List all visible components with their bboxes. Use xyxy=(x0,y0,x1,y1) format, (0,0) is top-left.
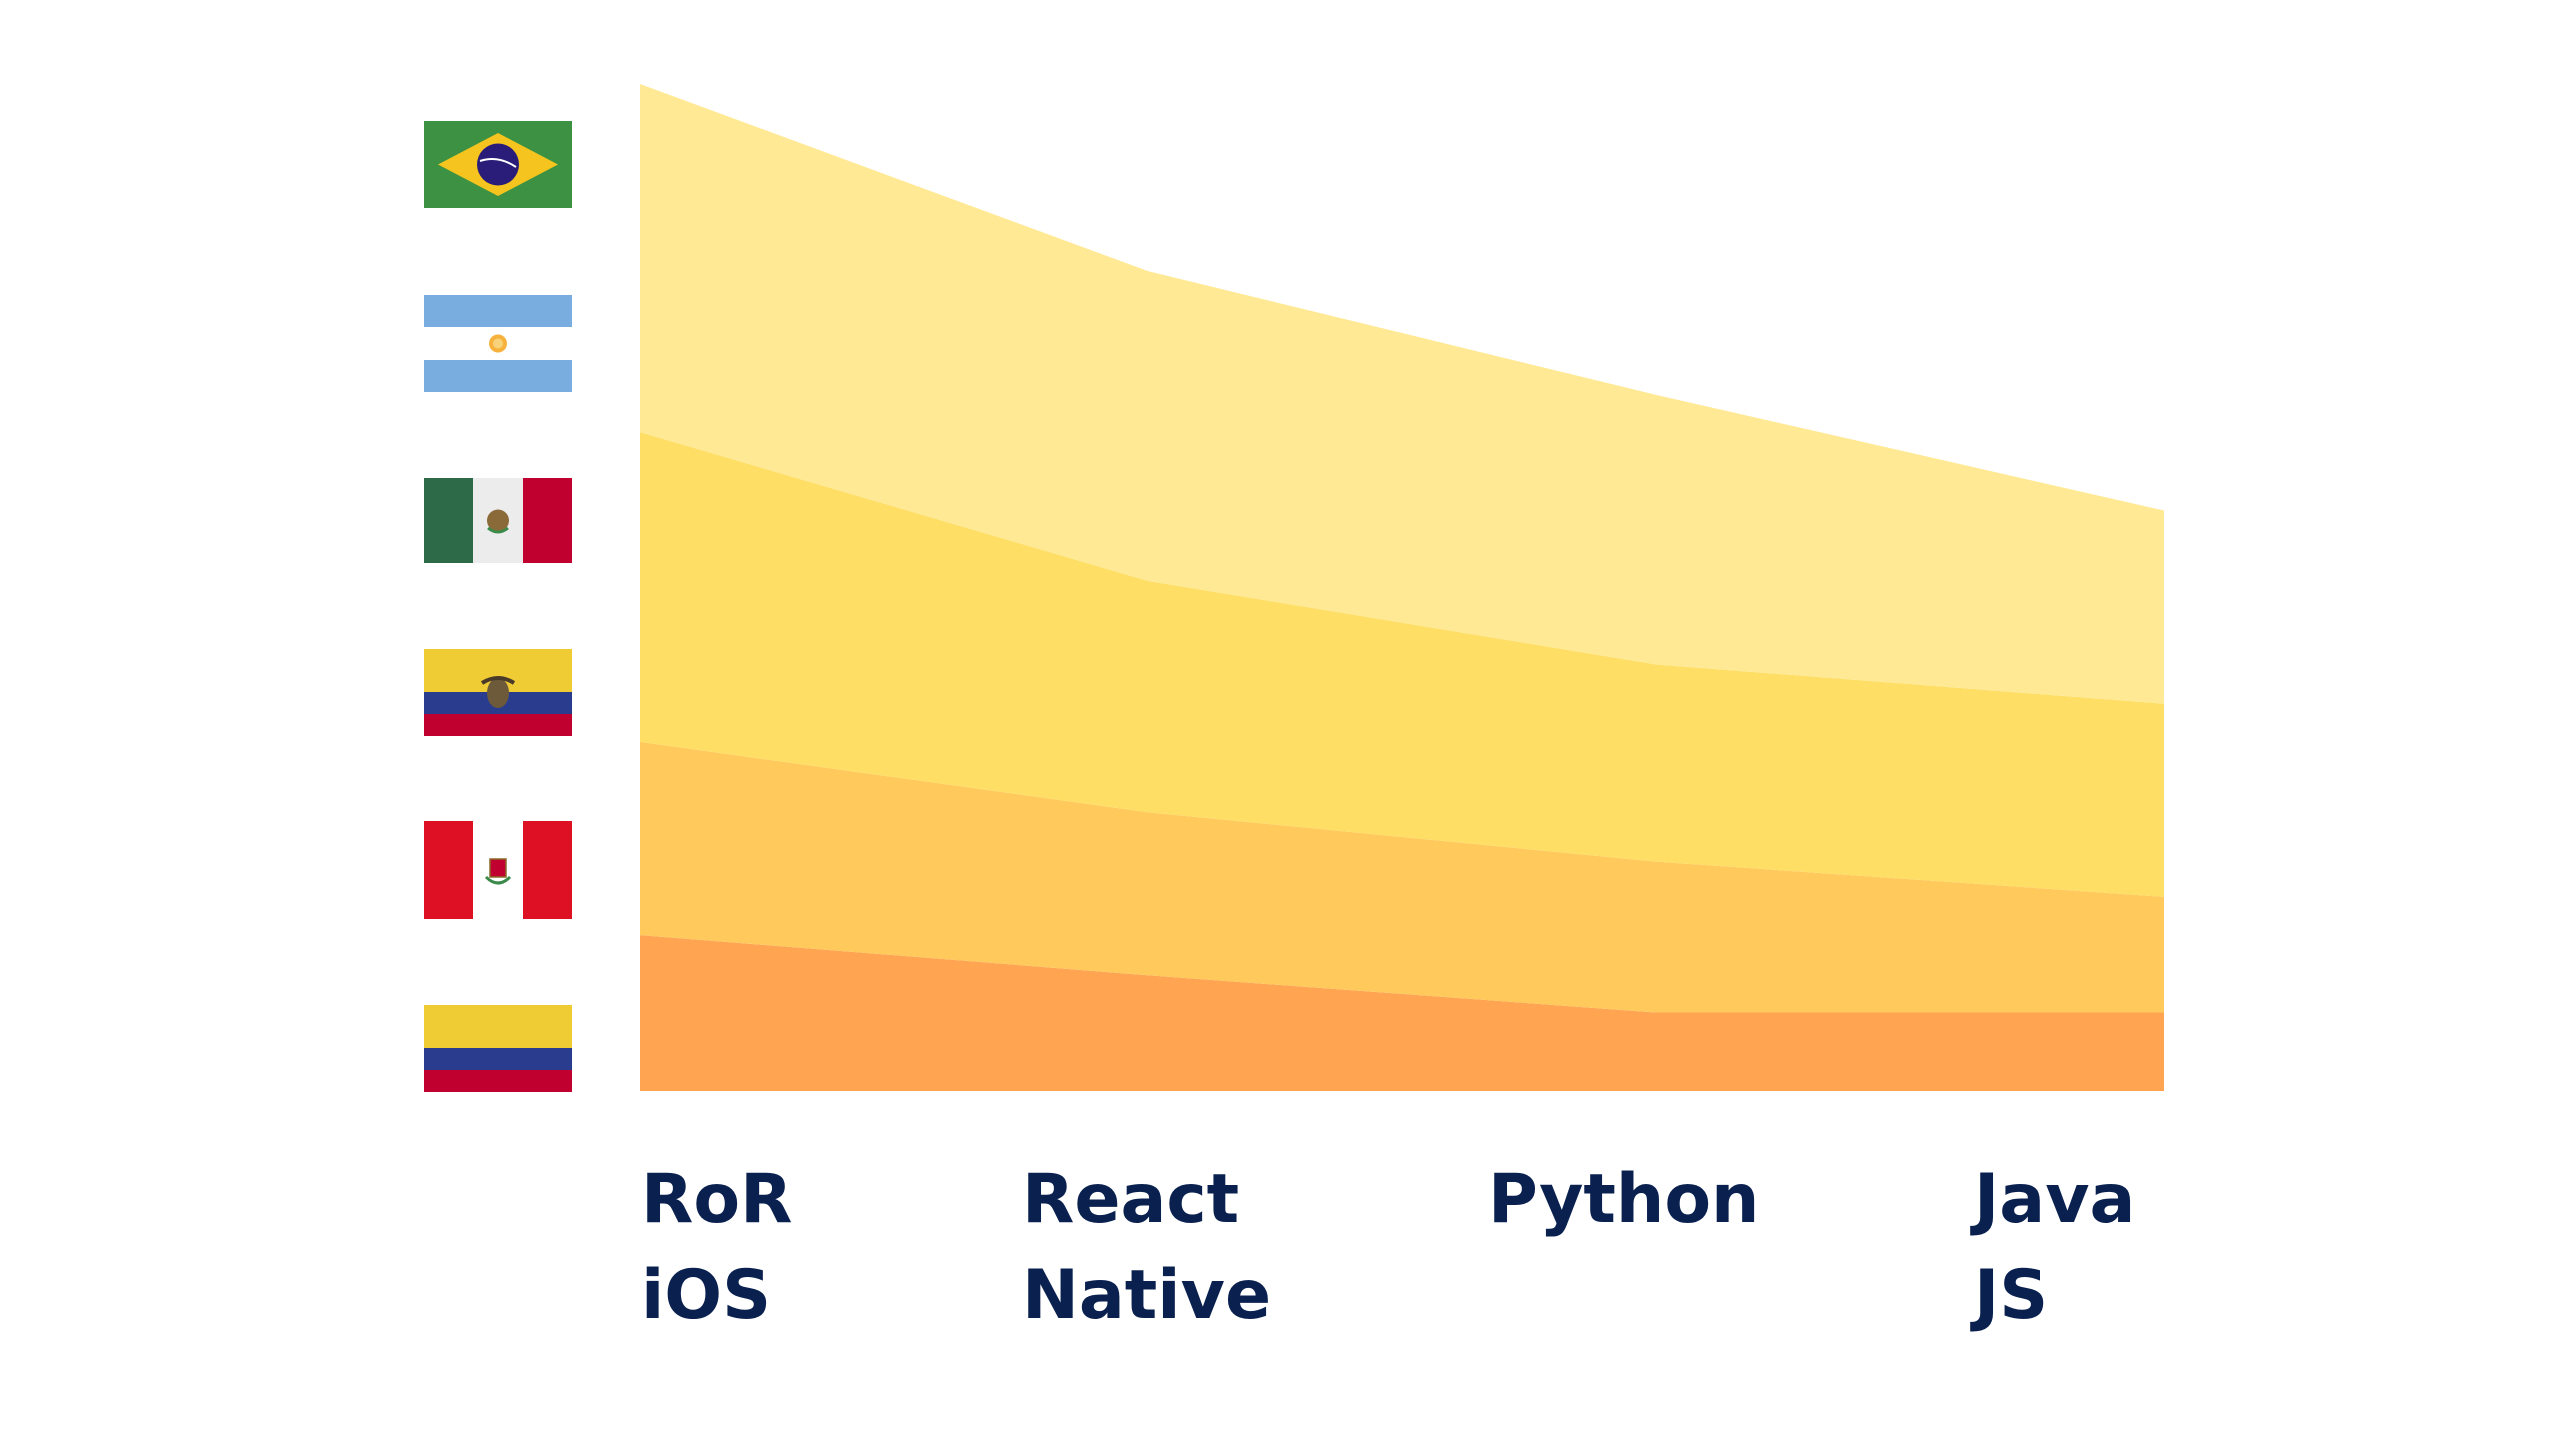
x-tick-label: Native xyxy=(1022,1256,1271,1335)
peru-flag xyxy=(424,821,572,919)
colombia-flag xyxy=(424,1005,572,1092)
ecuador-flag xyxy=(424,649,572,736)
x-tick-label: JS xyxy=(1970,1256,2048,1335)
area-series-3 xyxy=(640,432,2164,897)
mexico-flag xyxy=(424,478,572,563)
area-series-2 xyxy=(640,741,2164,1013)
category-labels: RoR iOS React Native Python Java JS xyxy=(641,1160,2135,1335)
area-series-bottom xyxy=(640,935,2164,1091)
argentina-flag xyxy=(424,295,572,392)
x-tick-label: iOS xyxy=(641,1256,771,1335)
country-flags-legend xyxy=(424,121,572,1092)
x-tick-label: Python xyxy=(1488,1160,1759,1239)
areas-layer xyxy=(640,83,2164,1091)
x-tick-label: Java xyxy=(1970,1160,2135,1239)
x-tick-label: RoR xyxy=(641,1160,792,1239)
brazil-flag xyxy=(424,121,572,208)
x-tick-label: React xyxy=(1022,1160,1239,1239)
area-series-top xyxy=(640,83,2164,704)
